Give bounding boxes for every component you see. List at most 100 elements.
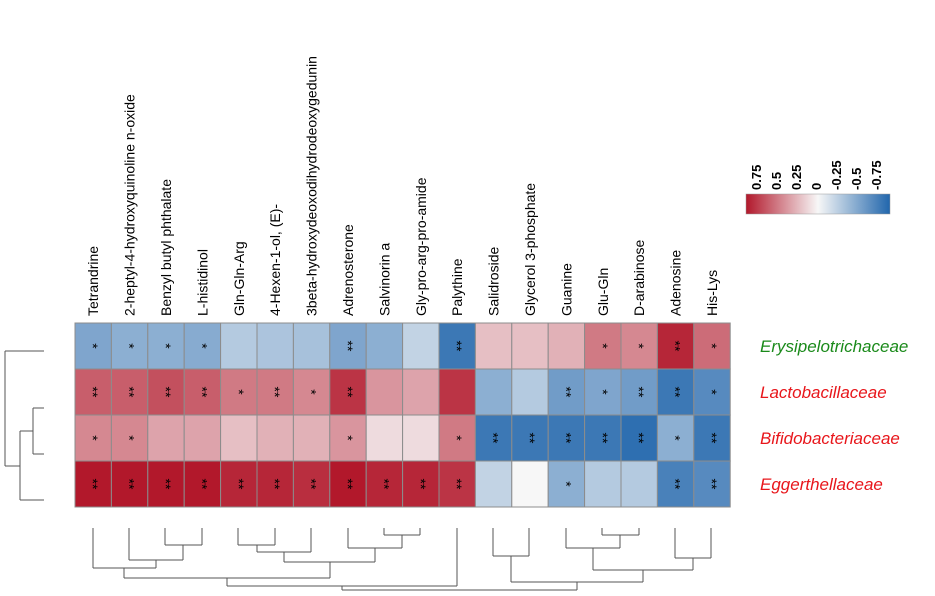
- column-label: Adenosine: [668, 250, 684, 316]
- heatmap-cell: [365, 322, 404, 370]
- column-label: Salidroside: [486, 247, 502, 316]
- significance-mark: **: [194, 387, 210, 398]
- significance-mark: **: [340, 341, 356, 352]
- heatmap-cell: [584, 414, 622, 462]
- heatmap-cell: [74, 460, 112, 508]
- significance-mark: **: [704, 433, 720, 444]
- heatmap-cell: [256, 322, 294, 370]
- significance-mark: **: [231, 479, 247, 490]
- heatmap-cell: [402, 414, 440, 462]
- significance-mark: *: [595, 343, 611, 349]
- column-label: 4-Hexen-1-ol, (E)-: [267, 204, 283, 316]
- heatmap-cell: [74, 322, 112, 370]
- legend-ticks: 0.75 0.5 0.25 0 -0.25 -0.5 -0.75: [749, 160, 884, 190]
- heatmap-cell: [547, 460, 586, 508]
- col-dendro-branch: [227, 528, 458, 590]
- significance-mark: **: [267, 387, 283, 398]
- heatmap-cell: [474, 460, 513, 508]
- heatmap-cell: [110, 460, 149, 508]
- heatmap-cell: [693, 460, 731, 508]
- legend-color-bar: [745, 193, 891, 215]
- heatmap-cell: [474, 414, 513, 462]
- heatmap-cell: [220, 368, 258, 416]
- heatmap-cell: [547, 414, 586, 462]
- column-label: Gln-Gln-Arg: [231, 241, 247, 316]
- significance-mark: **: [85, 479, 101, 490]
- col-dendro-branch: [92, 528, 203, 569]
- significance-mark: **: [158, 387, 174, 398]
- significance-mark: **: [304, 479, 320, 490]
- significance-mark: **: [631, 387, 647, 398]
- heatmap-cell: [402, 322, 440, 370]
- legend-tick-label: -0.5: [849, 168, 864, 190]
- heatmap-cell: [110, 322, 149, 370]
- column-label: 2-heptyl-4-hydroxyquinoline n-oxide: [122, 94, 138, 316]
- heatmap-cell: [329, 322, 367, 370]
- heatmap-cell: [292, 414, 331, 462]
- significance-mark: *: [558, 481, 574, 487]
- legend-tick-label: 0.75: [749, 165, 764, 190]
- significance-mark: **: [668, 387, 684, 398]
- column-labels: Tetrandrine 2-heptyl-4-hydroxyquinoline n…: [85, 56, 720, 316]
- significance-mark: *: [595, 389, 611, 395]
- significance-mark: *: [122, 435, 138, 441]
- significance-mark: **: [194, 479, 210, 490]
- legend-tick-label: -0.25: [829, 160, 844, 190]
- significance-mark: **: [486, 433, 502, 444]
- heatmap-cell: [693, 414, 731, 462]
- column-label: 3beta-hydroxydeoxodihydrodeoxygedunin: [304, 56, 320, 316]
- heatmap-cell: [474, 368, 513, 416]
- heatmap-cell: [620, 460, 658, 508]
- column-label: His-Lys: [704, 270, 720, 316]
- heatmap-cell: [365, 414, 404, 462]
- column-label: Guanine: [558, 263, 574, 316]
- column-label: Benzyl butyl phthalate: [158, 179, 174, 316]
- heatmap-cells: [74, 322, 731, 508]
- heatmap-cell: [656, 322, 695, 370]
- significance-mark: *: [304, 389, 320, 395]
- significance-mark: **: [631, 433, 647, 444]
- row-dendro-branch: [4, 350, 44, 467]
- row-dendrogram: [4, 350, 44, 501]
- significance-mark: **: [449, 341, 465, 352]
- significance-mark: **: [668, 341, 684, 352]
- heatmap-cell: [438, 414, 476, 462]
- significance-mark: **: [704, 479, 720, 490]
- row-label: Eggerthellaceae: [760, 475, 883, 494]
- heatmap-cell: [110, 368, 149, 416]
- heatmap-cell: [183, 414, 222, 462]
- significance-mark: **: [595, 433, 611, 444]
- heatmap-cell: [584, 460, 622, 508]
- significance-mark: **: [85, 387, 101, 398]
- significance-mark: **: [122, 387, 138, 398]
- significance-mark: **: [668, 479, 684, 490]
- significance-mark: **: [340, 387, 356, 398]
- column-label: Gly-pro-arg-pro-amide: [413, 177, 429, 316]
- significance-mark: *: [668, 435, 684, 441]
- heatmap-cell: [511, 322, 549, 370]
- significance-mark: **: [267, 479, 283, 490]
- column-label: D-arabinose: [631, 240, 647, 316]
- column-label: Glu-Gln: [595, 268, 611, 316]
- row-labels: Erysipelotrichaceae Lactobacillaceae Bifid…: [760, 337, 908, 494]
- heatmap-cell: [220, 322, 258, 370]
- heatmap-cell: [74, 414, 112, 462]
- significance-mark: **: [122, 479, 138, 490]
- row-label: Bifidobacteriaceae: [760, 429, 900, 448]
- col-dendro-branch: [237, 528, 421, 568]
- heatmap-cell: [402, 460, 440, 508]
- heatmap-cell: [220, 414, 258, 462]
- heatmap-cell: [402, 368, 440, 416]
- col-dendro-branch: [123, 568, 331, 586]
- heatmap-cell: [365, 368, 404, 416]
- col-dendro-branch: [492, 528, 712, 590]
- heatmap-cell: [256, 460, 294, 508]
- significance-mark: **: [449, 479, 465, 490]
- legend-tick-label: 0.25: [789, 165, 804, 190]
- column-label: L-histidinol: [194, 249, 210, 316]
- significance-mark: *: [194, 343, 210, 349]
- column-dendrogram: [92, 528, 712, 591]
- column-label: Salvinorin a: [376, 243, 392, 316]
- heatmap-cell: [183, 368, 222, 416]
